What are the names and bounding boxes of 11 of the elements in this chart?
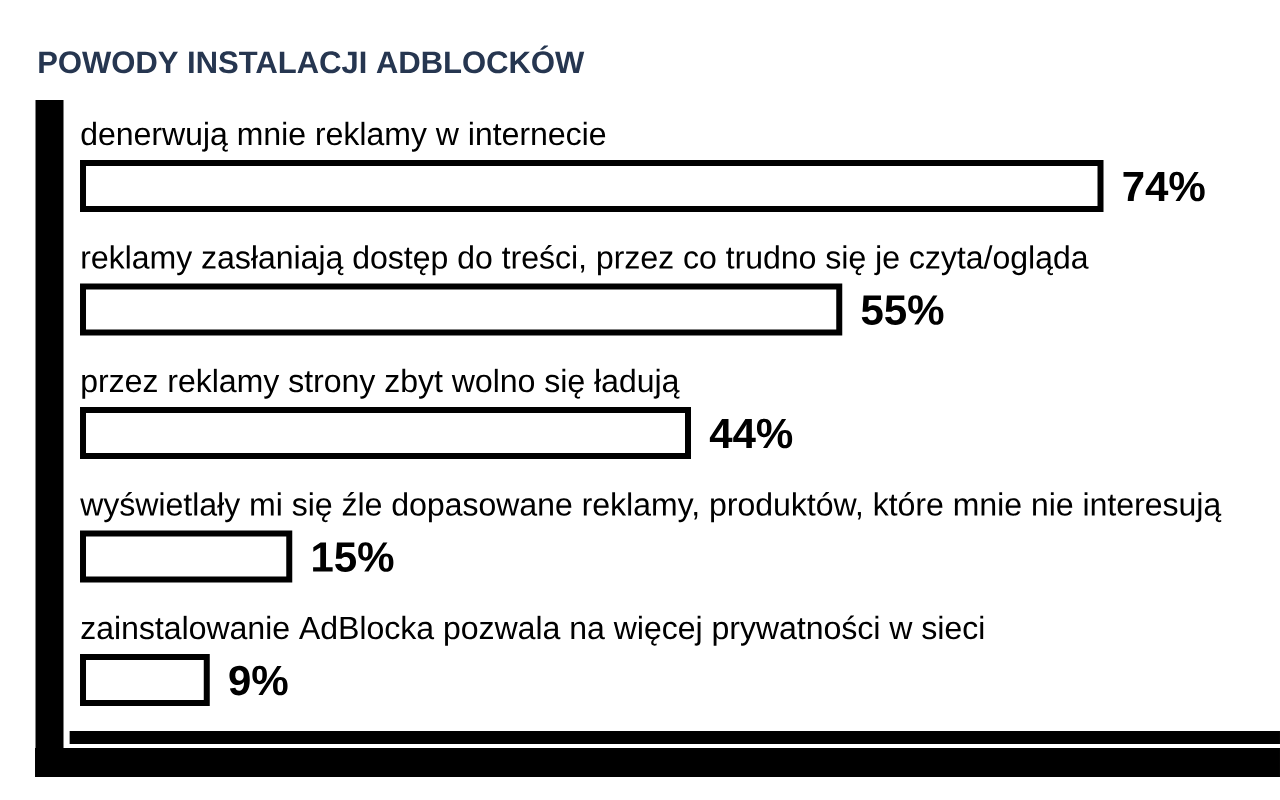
data-label: 15% xyxy=(313,542,394,572)
data-label: 9% xyxy=(229,665,288,696)
y-tick-label: denerwują mnie reklamy w internecie xyxy=(81,121,606,152)
y-tick-label: wyświetlały mi się źle dopasowane reklamy, produktów, które mnie nie interesują xyxy=(80,491,1222,523)
y-tick-label: przez reklamy strony zbyt wolno się ładują xyxy=(82,368,680,399)
data-label: 55% xyxy=(861,295,944,325)
data-label: 44% xyxy=(709,418,793,449)
y-tick-label: zainstalowanie AdBlocka pozwala na więcej prywatności w sieci xyxy=(81,615,984,646)
y-tick-label: reklamy zasłaniają dostęp do treści, przez co trudno się je czyta/ogląda xyxy=(82,244,1089,276)
data-label: 74% xyxy=(1123,171,1205,202)
chart-title: POWODY INSTALACJI ADBLOCKÓW xyxy=(39,45,585,74)
